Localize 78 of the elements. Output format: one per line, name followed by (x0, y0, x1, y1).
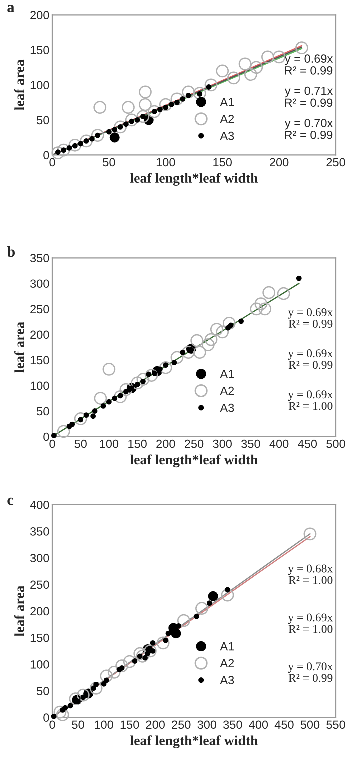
x-tick-label: 300 (198, 720, 217, 730)
x-tick-label: 150 (128, 440, 147, 448)
chart-title: a (8, 5, 15, 13)
y-axis-title: leaf area (14, 586, 24, 637)
y-tick-label: 50 (37, 407, 50, 416)
y-tick-label: 150 (30, 634, 50, 642)
y-tick-label: 50 (37, 116, 50, 125)
y-tick-label: 300 (30, 280, 50, 288)
annotation: y = 0.70x R² = 0.99 (284, 119, 334, 140)
x-tick-label: 500 (326, 440, 346, 448)
y-tick-label: 100 (30, 81, 50, 90)
x-tick-label: 50 (103, 158, 116, 167)
y-tick-label: 0 (44, 714, 50, 722)
x-axis-title: leaf length*leaf width (130, 454, 258, 468)
legend-label: A2 (220, 659, 234, 668)
y-tick-label: 400 (30, 500, 50, 510)
x-tick-label: 450 (274, 720, 294, 730)
x-tick-label: 500 (300, 720, 320, 730)
x-tick-label: 0 (50, 158, 56, 167)
y-tick-label: 100 (30, 382, 50, 390)
x-tick-label: 150 (214, 158, 232, 167)
annotation: y = 0.69x R² = 1.00 (288, 390, 334, 410)
y-axis-title: leaf area (14, 60, 24, 110)
x-tick-label: 100 (100, 440, 119, 448)
annotation: y = 0.71x R² = 0.99 (284, 86, 334, 108)
legend-label: A1 (220, 370, 234, 378)
y-axis-title: leaf area (14, 322, 24, 373)
legend-label: A3 (220, 404, 234, 412)
y-tick-label: 250 (30, 580, 50, 590)
x-tick-label: 200 (270, 158, 289, 167)
x-tick-label: 100 (156, 158, 176, 167)
x-tick-label: 400 (270, 440, 289, 448)
annotation: y = 0.69x R² = 0.99 (288, 350, 334, 370)
y-tick-label: 300 (30, 554, 50, 562)
y-tick-label: 200 (30, 607, 50, 616)
x-tick-label: 350 (242, 440, 260, 448)
x-axis-title: leaf length*leaf width (130, 173, 258, 186)
y-tick-label: 200 (30, 330, 50, 340)
x-tick-label: 200 (146, 720, 165, 730)
x-tick-label: 400 (249, 720, 268, 730)
annotation: y = 0.70x R² = 0.99 (288, 662, 334, 682)
legend-label: A3 (220, 676, 234, 685)
legend-label: A1 (220, 642, 234, 651)
x-tick-label: 200 (156, 440, 176, 448)
x-tick-label: 350 (224, 720, 242, 730)
x-axis-title: leaf length*leaf width (130, 736, 258, 748)
legend-label: A3 (220, 132, 234, 140)
chart-title: b (7, 246, 16, 258)
x-tick-label: 150 (120, 720, 140, 730)
x-tick-label: 0 (50, 440, 56, 448)
legend-label: A2 (220, 114, 234, 124)
x-tick-label: 100 (95, 720, 114, 730)
y-tick-label: 200 (30, 11, 50, 20)
annotation: y = 0.68x R² = 1.00 (288, 564, 334, 584)
y-tick-label: 350 (30, 528, 50, 536)
y-tick-label: 0 (44, 432, 50, 442)
y-tick-label: 100 (30, 660, 50, 669)
x-tick-label: 550 (326, 720, 346, 730)
y-tick-label: 0 (44, 151, 50, 160)
x-tick-label: 50 (74, 440, 87, 448)
y-tick-label: 250 (30, 305, 50, 314)
y-tick-label: 150 (30, 46, 50, 55)
x-tick-label: 250 (172, 720, 191, 730)
x-tick-label: 300 (213, 440, 232, 448)
x-tick-label: 450 (298, 440, 318, 448)
y-tick-label: 350 (30, 254, 50, 263)
x-tick-label: 250 (184, 440, 204, 448)
x-tick-label: 0 (50, 720, 56, 730)
annotation: y = 0.69x R² = 0.99 (284, 54, 334, 75)
x-tick-label: 50 (72, 720, 84, 730)
y-tick-label: 50 (37, 687, 50, 696)
legend-label: A1 (220, 98, 234, 106)
annotation: y = 0.69x R² = 0.99 (288, 308, 334, 328)
y-tick-label: 150 (30, 356, 50, 365)
legend-label: A2 (220, 386, 234, 396)
annotation: y = 0.69x R² = 1.00 (288, 614, 334, 634)
chart-title: c (8, 498, 14, 506)
x-tick-label: 250 (326, 158, 346, 167)
